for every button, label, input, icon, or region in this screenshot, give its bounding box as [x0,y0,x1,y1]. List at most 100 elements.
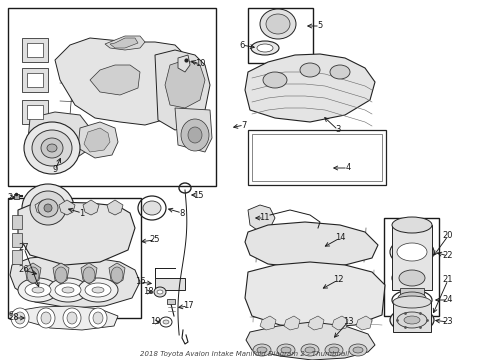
Text: 28: 28 [9,314,19,323]
Ellipse shape [257,44,272,52]
Text: 16: 16 [134,278,145,287]
Polygon shape [109,263,125,284]
Bar [27,73,43,87]
Text: 24: 24 [442,296,452,305]
Text: 2: 2 [7,193,13,202]
Bar [383,218,438,316]
Ellipse shape [260,9,295,39]
Polygon shape [81,263,97,284]
Text: 15: 15 [192,190,203,199]
Polygon shape [245,322,374,360]
Ellipse shape [252,344,270,356]
Text: 8: 8 [179,208,184,217]
Polygon shape [155,50,209,130]
Ellipse shape [325,344,342,356]
Text: 20: 20 [442,231,452,240]
Text: 14: 14 [334,234,345,243]
Ellipse shape [111,267,123,283]
Bar [22,68,48,92]
Bar [27,105,43,119]
Polygon shape [10,306,118,330]
Text: 18: 18 [142,288,153,297]
Ellipse shape [397,292,425,304]
Bar [391,225,431,290]
Text: 17: 17 [183,302,193,310]
Ellipse shape [22,184,74,232]
Ellipse shape [389,238,433,266]
Ellipse shape [85,283,111,297]
Polygon shape [110,38,138,48]
Ellipse shape [67,312,77,324]
Ellipse shape [24,122,80,174]
Ellipse shape [328,347,338,353]
Polygon shape [83,200,99,215]
Ellipse shape [27,267,39,283]
Ellipse shape [83,267,95,283]
Ellipse shape [32,130,72,166]
Ellipse shape [299,63,319,77]
Ellipse shape [48,278,88,302]
Bar [399,288,423,298]
Ellipse shape [15,312,25,324]
Text: 23: 23 [442,318,452,327]
Text: 26: 26 [19,266,29,274]
Ellipse shape [348,344,366,356]
Text: 7: 7 [241,121,246,130]
Polygon shape [78,122,118,158]
Ellipse shape [92,287,104,293]
Polygon shape [164,60,204,108]
Ellipse shape [391,266,431,290]
Polygon shape [59,200,75,215]
Ellipse shape [11,308,29,328]
Bar [12,215,22,229]
Text: 1: 1 [79,208,84,217]
Bar [27,43,43,57]
Ellipse shape [396,312,426,328]
Polygon shape [355,316,371,330]
Text: 11: 11 [258,213,269,222]
Bar [12,250,22,264]
Text: 10: 10 [194,59,205,68]
Text: 4: 4 [345,163,350,172]
Polygon shape [84,128,110,152]
Polygon shape [28,112,90,162]
Text: 13: 13 [342,318,353,327]
Ellipse shape [263,72,286,88]
Ellipse shape [399,294,423,306]
Ellipse shape [78,278,118,302]
Ellipse shape [41,138,63,158]
Polygon shape [284,316,299,330]
Bar [167,299,175,304]
Ellipse shape [301,344,318,356]
Polygon shape [307,316,324,330]
Bar [251,134,381,181]
Text: 22: 22 [442,252,452,261]
Text: 2018 Toyota Avalon Intake Manifold Diagram 2 - Thumbnail: 2018 Toyota Avalon Intake Manifold Diagr… [140,351,348,357]
Ellipse shape [392,296,430,308]
Ellipse shape [391,217,431,233]
Text: 25: 25 [149,235,160,244]
Bar [22,38,48,62]
Ellipse shape [62,287,74,293]
Ellipse shape [181,119,208,151]
Polygon shape [260,316,275,330]
Ellipse shape [142,201,161,215]
Polygon shape [35,200,51,215]
Ellipse shape [89,308,107,328]
Ellipse shape [44,204,52,212]
Text: 3: 3 [335,126,340,135]
Bar [8,8,216,186]
Polygon shape [107,200,123,215]
Polygon shape [244,262,384,328]
Polygon shape [10,255,140,308]
Ellipse shape [352,347,362,353]
Ellipse shape [55,283,81,297]
Ellipse shape [398,270,424,286]
Ellipse shape [157,290,163,294]
Ellipse shape [38,199,58,217]
Polygon shape [244,222,377,268]
Ellipse shape [305,347,314,353]
Text: 9: 9 [52,166,58,175]
Ellipse shape [55,267,67,283]
Polygon shape [178,55,190,72]
